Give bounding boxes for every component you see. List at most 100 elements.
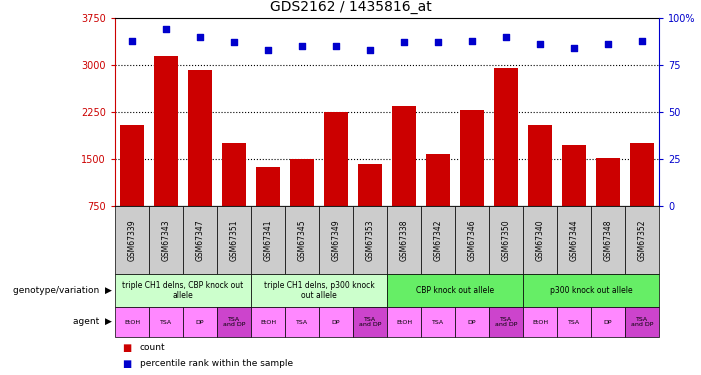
Text: DP: DP <box>468 320 476 324</box>
Text: GSM67343: GSM67343 <box>161 219 170 261</box>
Bar <box>523 307 557 337</box>
Bar <box>251 274 387 307</box>
Bar <box>358 164 382 206</box>
Bar <box>528 124 552 206</box>
Bar <box>392 106 416 206</box>
Text: TSA
and DP: TSA and DP <box>631 316 653 327</box>
Text: GSM67338: GSM67338 <box>400 219 409 261</box>
Text: DP: DP <box>196 320 204 324</box>
Bar <box>630 143 654 206</box>
Text: percentile rank within the sample: percentile rank within the sample <box>139 359 292 368</box>
Text: GSM67347: GSM67347 <box>196 219 205 261</box>
Text: TSA: TSA <box>160 320 172 324</box>
Text: GSM67346: GSM67346 <box>468 219 477 261</box>
Text: p300 knock out allele: p300 knock out allele <box>550 286 632 295</box>
Bar <box>591 307 625 337</box>
Text: triple CH1 delns, CBP knock out
allele: triple CH1 delns, CBP knock out allele <box>123 281 244 300</box>
Bar <box>494 68 518 206</box>
Bar <box>120 124 144 206</box>
Text: GSM67348: GSM67348 <box>604 219 613 261</box>
Bar <box>154 56 178 206</box>
Text: ■: ■ <box>122 358 131 369</box>
Text: GSM67351: GSM67351 <box>229 219 238 261</box>
Bar <box>115 274 251 307</box>
Text: GSM67345: GSM67345 <box>297 219 306 261</box>
Bar <box>115 206 149 274</box>
Point <box>602 41 613 47</box>
Bar <box>557 206 591 274</box>
Point <box>194 34 205 40</box>
Text: TSA: TSA <box>432 320 444 324</box>
Point <box>365 47 376 53</box>
Point <box>501 34 512 40</box>
Bar <box>324 112 348 206</box>
Bar <box>489 307 523 337</box>
Point <box>297 43 308 49</box>
Text: GSM67352: GSM67352 <box>637 219 646 261</box>
Text: EtOH: EtOH <box>124 320 140 324</box>
Text: DP: DP <box>604 320 612 324</box>
Bar <box>217 307 251 337</box>
Text: DP: DP <box>332 320 340 324</box>
Text: TSA: TSA <box>296 320 308 324</box>
Bar <box>421 206 455 274</box>
Bar <box>319 206 353 274</box>
Bar <box>591 206 625 274</box>
Text: GDS2162 / 1435816_at: GDS2162 / 1435816_at <box>270 0 431 14</box>
Text: GSM67339: GSM67339 <box>128 219 137 261</box>
Text: count: count <box>139 343 165 352</box>
Point <box>433 39 444 45</box>
Bar <box>523 206 557 274</box>
Bar <box>625 206 659 274</box>
Bar <box>115 307 149 337</box>
Bar <box>251 307 285 337</box>
Text: triple CH1 delns, p300 knock
out allele: triple CH1 delns, p300 knock out allele <box>264 281 374 300</box>
Text: GSM67353: GSM67353 <box>365 219 374 261</box>
Text: TSA
and DP: TSA and DP <box>223 316 245 327</box>
Point <box>466 38 477 44</box>
Point <box>398 39 409 45</box>
Text: GSM67349: GSM67349 <box>332 219 341 261</box>
Bar <box>290 159 314 206</box>
Text: GSM67350: GSM67350 <box>501 219 510 261</box>
Bar <box>319 307 353 337</box>
Bar <box>387 274 523 307</box>
Bar <box>256 167 280 206</box>
Bar <box>183 206 217 274</box>
Text: EtOH: EtOH <box>396 320 412 324</box>
Bar <box>387 206 421 274</box>
Text: TSA
and DP: TSA and DP <box>495 316 517 327</box>
Bar <box>596 158 620 206</box>
Bar <box>523 274 659 307</box>
Bar <box>489 206 523 274</box>
Point <box>126 38 137 44</box>
Bar <box>455 307 489 337</box>
Bar <box>625 307 659 337</box>
Text: genotype/variation  ▶: genotype/variation ▶ <box>13 286 111 295</box>
Text: agent  ▶: agent ▶ <box>73 318 111 327</box>
Bar <box>217 206 251 274</box>
Text: GSM67344: GSM67344 <box>569 219 578 261</box>
Bar <box>188 70 212 206</box>
Bar <box>387 307 421 337</box>
Point <box>534 41 545 47</box>
Bar <box>222 143 246 206</box>
Bar <box>149 206 183 274</box>
Bar <box>251 206 285 274</box>
Bar <box>421 307 455 337</box>
Bar <box>353 206 387 274</box>
Text: EtOH: EtOH <box>260 320 276 324</box>
Point <box>569 45 580 51</box>
Bar <box>183 307 217 337</box>
Bar <box>460 110 484 206</box>
Text: ■: ■ <box>122 343 131 352</box>
Text: GSM67340: GSM67340 <box>536 219 545 261</box>
Text: GSM67342: GSM67342 <box>433 219 442 261</box>
Point <box>330 43 341 49</box>
Text: TSA: TSA <box>568 320 580 324</box>
Point <box>262 47 273 53</box>
Point <box>161 26 172 32</box>
Text: EtOH: EtOH <box>532 320 548 324</box>
Bar <box>353 307 387 337</box>
Text: TSA
and DP: TSA and DP <box>359 316 381 327</box>
